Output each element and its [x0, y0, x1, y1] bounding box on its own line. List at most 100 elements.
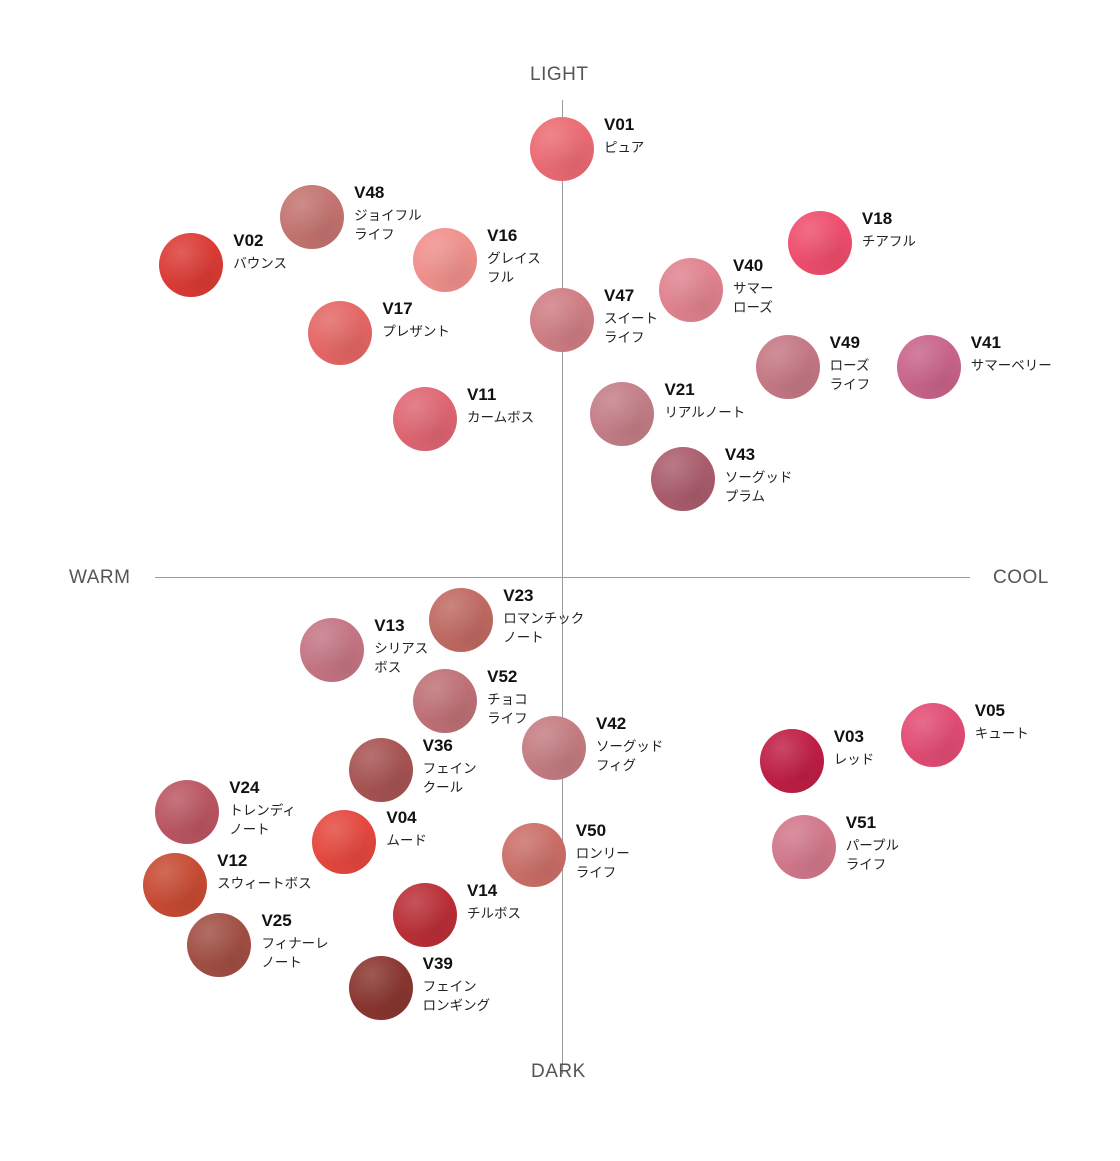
shade-name-line: フィナーレ	[261, 936, 329, 953]
swatch-v25	[187, 913, 252, 978]
axis-label-light: LIGHT	[530, 64, 589, 85]
swatch-v24	[155, 780, 220, 845]
swatch-v36	[348, 737, 413, 802]
swatch-v23	[429, 587, 494, 652]
shade-code-v21: V21	[664, 380, 695, 400]
swatch-v49	[755, 335, 820, 400]
shade-name-line: ライフ	[604, 330, 645, 347]
shade-name-v04: ムード	[386, 832, 427, 851]
shade-name-line: ボス	[374, 659, 402, 676]
swatch-v04	[312, 810, 377, 875]
shade-code-v51: V51	[845, 812, 877, 832]
shade-name-v05: キュート	[975, 725, 1029, 744]
axis-label-warm: WARM	[69, 567, 131, 588]
shade-code-v05: V05	[974, 701, 1005, 721]
shade-name-v12: スウィートボス	[217, 875, 312, 894]
shade-name-line: サマー	[732, 281, 774, 298]
shade-name-line: ロンリー	[575, 846, 630, 863]
shade-name-v02: バウンス	[233, 255, 287, 274]
swatch-v47	[530, 288, 594, 353]
swatch-v48	[280, 185, 345, 250]
shade-name-line: チョコ	[487, 692, 528, 709]
shade-name-line: クール	[422, 779, 464, 796]
shade-code-v16: V16	[487, 226, 518, 246]
shade-code-v40: V40	[732, 256, 764, 276]
shade-code-v47: V47	[604, 286, 635, 306]
shade-code-v12: V12	[217, 851, 248, 871]
swatch-v18	[787, 211, 852, 276]
swatch-v02	[159, 232, 224, 297]
vertical-axis	[562, 100, 563, 1074]
swatch-v12	[143, 853, 208, 918]
shade-code-v43: V43	[724, 444, 756, 464]
shade-name-line: カームボス	[466, 409, 535, 426]
shade-code-v11: V11	[466, 384, 497, 404]
horizontal-axis	[155, 577, 970, 578]
shade-name-line: ローズ	[829, 358, 870, 375]
shade-name-line: ソーグッド	[595, 739, 664, 756]
shade-code-v50: V50	[575, 821, 607, 841]
shade-code-v01: V01	[604, 115, 635, 134]
shade-name-line: ロマンチック	[503, 610, 585, 627]
shade-name-line: ピュア	[604, 140, 645, 156]
shade-name-line: ライフ	[487, 711, 528, 728]
axis-label-dark: DARK	[531, 1061, 586, 1082]
shade-name-line: ライフ	[575, 865, 617, 882]
shade-name-v39: フェイン ロンギング	[423, 978, 491, 1016]
shade-name-v48: ジョイフル ライフ	[354, 207, 422, 245]
shade-name-v40: サマー ローズ	[733, 280, 774, 318]
shade-code-v49: V49	[829, 333, 860, 353]
shade-name-line: ロンギング	[422, 997, 491, 1014]
shade-name-line: フル	[487, 270, 515, 287]
shade-code-v14: V14	[466, 881, 498, 901]
shade-name-line: トレンディ	[229, 803, 296, 820]
swatch-v05	[900, 703, 965, 768]
swatch-v14	[392, 883, 457, 948]
shade-name-line: グレイス	[487, 251, 541, 268]
shade-name-v43: ソーグッド プラム	[725, 469, 793, 507]
shade-name-line: プレザント	[382, 324, 450, 341]
shade-name-v49: ローズ ライフ	[830, 357, 871, 395]
swatch-v40	[658, 258, 723, 323]
shade-name-line: ジョイフル	[354, 208, 422, 225]
shade-code-v48: V48	[354, 183, 385, 203]
shade-code-v17: V17	[382, 299, 413, 319]
shade-code-v52: V52	[487, 667, 518, 687]
shade-code-v42: V42	[595, 714, 627, 734]
shade-name-v47: スイート ライフ	[604, 310, 658, 348]
swatch-v13	[300, 617, 365, 682]
swatch-v17	[308, 301, 373, 366]
shade-name-line: ノート	[261, 955, 302, 972]
shade-name-v14: チルボス	[467, 905, 521, 924]
shade-name-line: フェイン	[422, 978, 477, 995]
shade-name-line: プラム	[724, 488, 765, 505]
shade-name-line: フェイン	[422, 760, 477, 777]
shade-name-line: スイート	[604, 311, 658, 328]
shade-name-line: ライフ	[845, 856, 887, 873]
shade-name-line: チアフル	[861, 234, 916, 251]
shade-name-line: リアルノート	[664, 405, 746, 422]
swatch-v21	[590, 382, 655, 447]
swatch-v41	[896, 335, 961, 400]
shade-name-line: シリアス	[374, 640, 429, 657]
shade-name-line: レッド	[833, 752, 875, 769]
shade-code-v36: V36	[422, 735, 453, 755]
shade-name-line: ライフ	[829, 377, 871, 394]
swatch-v39	[348, 955, 413, 1020]
shade-name-v18: チアフル	[862, 233, 916, 252]
shade-code-v24: V24	[229, 778, 260, 798]
shade-name-v16: グレイス フル	[487, 250, 541, 288]
shade-name-line: フィグ	[595, 758, 637, 775]
shade-code-v13: V13	[374, 615, 405, 635]
shade-name-line: バウンス	[233, 255, 287, 272]
shade-name-v51: パープル ライフ	[846, 837, 899, 875]
shade-code-v23: V23	[503, 585, 534, 605]
shade-name-v52: チョコ ライフ	[487, 691, 528, 729]
shade-name-line: ムード	[386, 833, 427, 850]
shade-name-v24: トレンディ ノート	[229, 802, 296, 840]
shade-name-v21: リアルノート	[664, 404, 745, 423]
shade-name-v50: ロンリー ライフ	[576, 845, 630, 883]
shade-name-line: ライフ	[354, 227, 395, 244]
shade-name-v11: カームボス	[467, 409, 534, 428]
shade-name-line: パープル	[845, 837, 899, 854]
